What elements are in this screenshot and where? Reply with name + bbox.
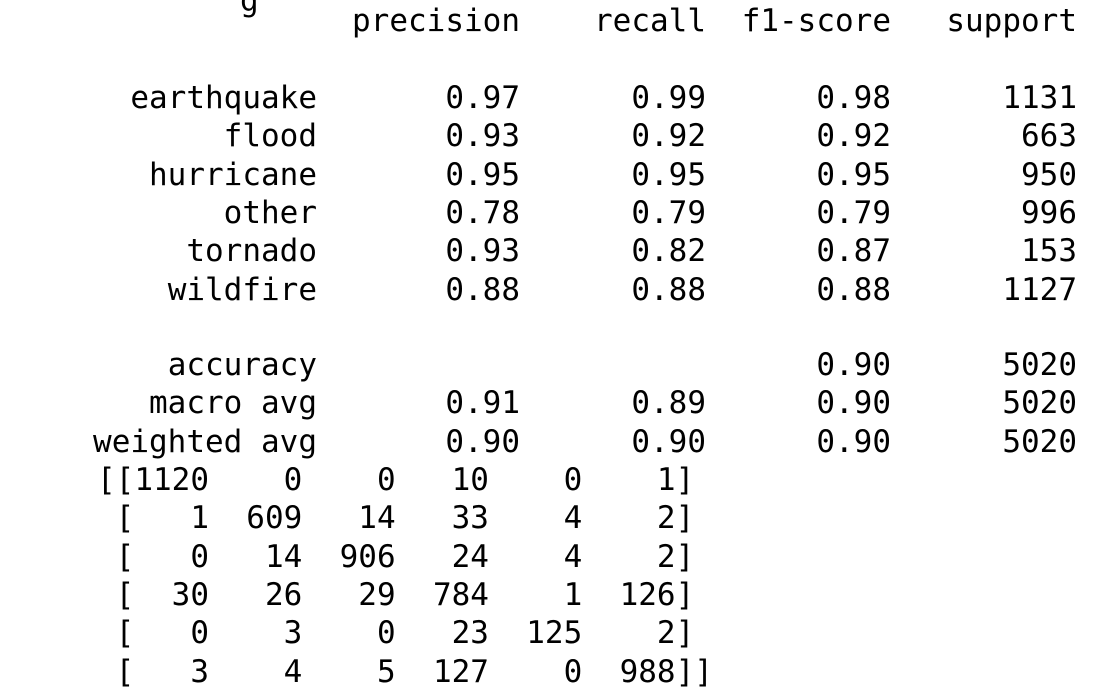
row-precision: 0.97 [445,80,520,116]
row-support: 1127 [1002,272,1077,308]
row-f1: 0.79 [816,195,891,231]
row-label: hurricane [149,157,317,193]
confusion-matrix-row: [ 1 609 14 33 4 2] [97,500,695,536]
summary-f1: 0.90 [816,424,891,460]
header-f1score: f1-score [741,3,891,39]
row-label: flood [223,118,317,154]
row-recall: 0.95 [631,157,706,193]
row-support: 153 [1021,233,1077,269]
summary-f1: 0.90 [816,347,891,383]
row-precision: 0.78 [445,195,520,231]
confusion-matrix-row: [ 3 4 5 127 0 988]] [97,654,713,690]
row-support: 996 [1021,195,1077,231]
summary-recall: 0.90 [631,424,706,460]
summary-recall: 0.89 [631,385,706,421]
summary-f1: 0.90 [816,385,891,421]
row-f1: 0.87 [816,233,891,269]
row-label: wildfire [167,272,317,308]
clipped-text-fragment: g [240,0,259,19]
row-precision: 0.88 [445,272,520,308]
row-recall: 0.79 [631,195,706,231]
row-precision: 0.93 [445,233,520,269]
row-label: tornado [186,233,317,269]
row-f1: 0.88 [816,272,891,308]
header-recall: recall [594,3,706,39]
summary-support: 5020 [1002,424,1077,460]
row-precision: 0.95 [445,157,520,193]
row-label: other [223,195,317,231]
row-f1: 0.98 [816,80,891,116]
header-support: support [946,3,1077,39]
row-support: 663 [1021,118,1077,154]
summary-label: macro avg [149,385,317,421]
row-precision: 0.93 [445,118,520,154]
summary-support: 5020 [1002,347,1077,383]
confusion-matrix-row: [ 0 14 906 24 4 2] [97,539,695,575]
row-recall: 0.92 [631,118,706,154]
row-support: 950 [1021,157,1077,193]
summary-precision: 0.91 [445,385,520,421]
row-support: 1131 [1002,80,1077,116]
row-f1: 0.95 [816,157,891,193]
row-label: earthquake [130,80,317,116]
summary-support: 5020 [1002,385,1077,421]
row-recall: 0.99 [631,80,706,116]
summary-precision: 0.90 [445,424,520,460]
summary-label: accuracy [167,347,317,383]
confusion-matrix-row: [[1120 0 0 10 0 1] [97,462,695,498]
confusion-matrix-row: [ 0 3 0 23 125 2] [97,615,695,651]
summary-label: weighted avg [93,424,317,460]
row-recall: 0.88 [631,272,706,308]
confusion-matrix-row: [ 30 26 29 784 1 126] [97,577,695,613]
header-precision: precision [352,3,520,39]
row-recall: 0.82 [631,233,706,269]
row-f1: 0.92 [816,118,891,154]
